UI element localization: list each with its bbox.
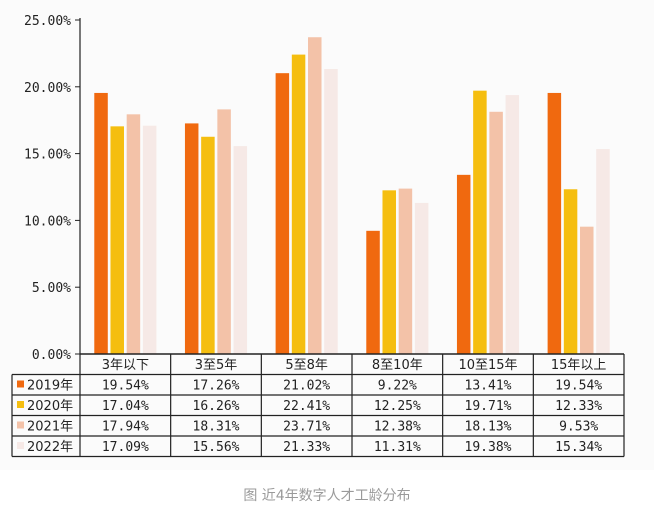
bar: [110, 126, 124, 354]
category-label: 8至10年: [372, 358, 423, 373]
bar: [291, 54, 306, 354]
bar: [414, 202, 429, 354]
legend-swatch: [17, 380, 24, 388]
bar: [201, 136, 215, 354]
data-label: 19.54%: [555, 379, 602, 394]
category-label: 3至5年: [195, 358, 238, 373]
data-label: 17.09%: [102, 440, 149, 455]
data-label: 9.22%: [378, 379, 417, 394]
data-label: 17.04%: [102, 399, 149, 414]
data-label: 12.33%: [555, 399, 602, 414]
data-label: 16.26%: [193, 399, 240, 414]
bar: [94, 92, 108, 354]
bar: [547, 92, 562, 354]
legend-swatch: [17, 421, 24, 429]
bar-chart: 0.00% 5.00% 10.00% 15.00% 20.00% 25.00% 3年以下 3至…: [11, 14, 625, 458]
data-label: 12.38%: [374, 420, 421, 435]
y-tick-label: 10.00%: [24, 214, 71, 229]
data-label: 17.94%: [102, 420, 149, 435]
bar: [217, 109, 231, 354]
figure-caption: 图 近4年数字人才工龄分布: [243, 488, 411, 504]
data-label: 22.41%: [283, 399, 330, 414]
category-label: 3年以下: [102, 358, 149, 373]
bar: [308, 37, 322, 354]
data-label: 18.13%: [465, 420, 512, 435]
data-label: 11.31%: [374, 440, 421, 455]
data-label: 19.38%: [465, 440, 512, 455]
bar: [324, 69, 338, 355]
data-label: 18.31%: [193, 420, 240, 435]
bar: [398, 188, 413, 354]
bar: [580, 226, 594, 354]
legend-label: 2022年: [27, 440, 73, 455]
data-label: 15.34%: [555, 440, 602, 455]
bar: [366, 230, 380, 354]
legend-swatch: [17, 401, 24, 408]
bar: [275, 73, 290, 355]
legend-swatch: [17, 442, 24, 449]
y-tick-label: 5.00%: [32, 281, 71, 296]
chart-area: 0.00% 5.00% 10.00% 15.00% 20.00% 25.00% 3年以下 3至…: [11, 14, 625, 458]
bar: [489, 111, 503, 354]
legend-label: 2021年: [27, 420, 73, 435]
bar: [142, 125, 157, 354]
bar: [184, 123, 199, 354]
category-label: 15年以上: [551, 358, 607, 373]
y-tick-label: 15.00%: [24, 148, 71, 163]
data-label: 21.33%: [283, 440, 330, 455]
data-label: 23.71%: [283, 420, 330, 435]
bar: [126, 114, 141, 355]
bar: [233, 146, 248, 354]
y-tick-label: 25.00%: [24, 14, 71, 29]
data-label: 15.56%: [193, 440, 240, 455]
legend-label: 2020年: [27, 399, 73, 414]
bar: [596, 149, 610, 354]
bar: [505, 95, 520, 355]
bar: [456, 174, 471, 354]
data-label: 13.41%: [465, 379, 512, 394]
bar: [382, 190, 396, 354]
bar: [563, 189, 578, 354]
data-label: 17.26%: [193, 379, 240, 394]
category-label: 10至15年: [458, 358, 517, 373]
category-label: 5至8年: [285, 358, 328, 373]
legend-label: 2019年: [27, 379, 73, 394]
bar: [473, 90, 487, 354]
data-label: 19.54%: [102, 379, 149, 394]
data-label: 21.02%: [283, 379, 330, 394]
data-label: 19.71%: [465, 399, 512, 414]
data-label: 12.25%: [374, 399, 421, 414]
y-tick-label: 0.00%: [32, 348, 71, 363]
y-tick-label: 20.00%: [24, 81, 71, 96]
data-label: 9.53%: [559, 420, 598, 435]
